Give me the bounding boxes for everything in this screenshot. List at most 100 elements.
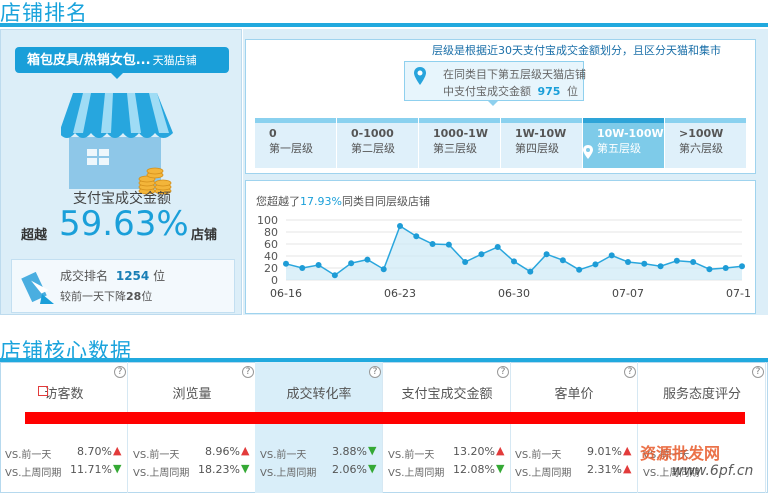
compare-value: 18.23%: [198, 463, 240, 476]
data-point[interactable]: [543, 251, 550, 258]
data-point[interactable]: [283, 260, 289, 267]
data-point[interactable]: [706, 266, 713, 273]
compare-label: VS.前一天: [388, 450, 435, 461]
core-column[interactable]: [255, 362, 383, 493]
compare-label: VS.上周同期: [388, 468, 445, 479]
tier-name: 第一层级: [269, 142, 313, 155]
data-point[interactable]: [478, 251, 485, 258]
data-point[interactable]: [576, 266, 583, 273]
data-point[interactable]: [722, 265, 729, 271]
help-icon[interactable]: ?: [242, 366, 254, 378]
data-point[interactable]: [445, 241, 452, 248]
tier-2[interactable]: 0-1000 第二层级: [337, 118, 418, 168]
tier-6[interactable]: >100W 第六层级: [665, 118, 746, 168]
watermark-text: 资源批发网: [640, 444, 721, 463]
data-point[interactable]: [592, 261, 599, 268]
y-tick-label: 80: [264, 226, 278, 239]
core-column[interactable]: [0, 362, 128, 493]
arrow-up-icon: ▲: [623, 462, 632, 475]
help-icon[interactable]: ?: [369, 366, 381, 378]
tier-callout: 在同类目下第五层级天猫店铺 中支付宝成交金额 975 位: [404, 61, 586, 101]
tier-note: 层级是根据近30天支付宝成交金额划分，且区分天猫和集市: [432, 44, 721, 57]
data-point[interactable]: [641, 260, 648, 267]
callout-line2: 中支付宝成交金额 975 位: [443, 85, 578, 98]
data-point[interactable]: [494, 244, 501, 250]
data-point[interactable]: [299, 265, 306, 271]
trade-rank-value: 1254: [115, 269, 150, 283]
callout-line1: 在同类目下第五层级天猫店铺: [443, 68, 586, 81]
core-column[interactable]: [638, 362, 766, 493]
y-tick-label: 60: [264, 238, 278, 251]
data-point[interactable]: [429, 241, 436, 247]
data-point[interactable]: [397, 223, 403, 229]
compare-value: 8.70%: [77, 445, 112, 458]
data-point[interactable]: [608, 252, 615, 259]
data-point[interactable]: [462, 259, 469, 265]
arrow-up-icon: ▲: [241, 444, 250, 457]
data-point[interactable]: [690, 259, 697, 265]
trade-rank-box: 成交排名 1254 位 较前一天下降28位: [11, 259, 235, 313]
compare-value: 8.96%: [205, 445, 240, 458]
help-icon[interactable]: ?: [497, 366, 509, 378]
data-point[interactable]: [331, 272, 338, 279]
arrow-down-icon: ▼: [496, 462, 505, 475]
category-tag[interactable]: 箱包皮具/热销女包... 天猫店铺: [15, 47, 229, 79]
arrow-down-icon: ▼: [241, 462, 250, 475]
compare-value: 12.08%: [453, 463, 495, 476]
core-column-title: 客单价: [554, 387, 594, 402]
core-column[interactable]: [383, 362, 511, 493]
trade-rank-change: 较前一天下降28位: [60, 290, 153, 303]
tier-name: 第六层级: [679, 142, 723, 155]
data-point[interactable]: [380, 266, 387, 273]
help-icon[interactable]: ?: [752, 366, 764, 378]
arrow-down-icon: ▼: [113, 462, 122, 475]
arrow-up-icon: ▲: [113, 444, 122, 457]
help-icon[interactable]: ?: [624, 366, 636, 378]
tier-1[interactable]: 0 第一层级: [255, 118, 336, 168]
tier-4[interactable]: 1W-10W 第四层级: [501, 118, 582, 168]
callout-pointer: [487, 100, 499, 106]
compare-label: VS.上周同期: [5, 468, 62, 479]
store-rank-title: 店铺排名: [0, 1, 88, 25]
help-icon[interactable]: ?: [114, 366, 126, 378]
tier-3[interactable]: 1000-1W 第三层级: [419, 118, 500, 168]
tier-name: 第二层级: [351, 142, 395, 155]
data-point[interactable]: [315, 262, 322, 268]
data-point[interactable]: [364, 256, 371, 263]
section-divider: [0, 23, 768, 27]
data-point[interactable]: [625, 259, 631, 265]
core-column[interactable]: [510, 362, 638, 493]
compare-label: VS.前一天: [5, 450, 52, 461]
category-scope: 天猫店铺: [152, 54, 197, 67]
tier-range: 1W-10W: [515, 127, 567, 140]
section-divider: [0, 358, 768, 362]
store-rank-card: 箱包皮具/热销女包... 天猫店铺 支付宝成交金额 超越 59.63: [0, 29, 242, 315]
compare-value: 13.20%: [453, 445, 495, 458]
core-column-title: 服务态度评分: [662, 387, 741, 402]
x-tick-label: 07-14: [726, 287, 750, 300]
data-point[interactable]: [348, 260, 355, 267]
store-icon: [61, 93, 173, 195]
data-point[interactable]: [739, 263, 745, 270]
tier-range: 0: [269, 127, 277, 140]
tier-5[interactable]: 10W-100W 第五层级: [583, 118, 664, 168]
core-column-title: 访客数: [44, 387, 84, 402]
compare-value: 2.31%: [587, 463, 622, 476]
compare-value: 11.71%: [70, 463, 112, 476]
core-column-title: 浏览量: [172, 387, 212, 402]
visitor-icon: [38, 386, 48, 396]
arrow-up-icon: ▲: [623, 444, 632, 457]
data-point[interactable]: [673, 257, 680, 264]
data-point[interactable]: [657, 263, 664, 270]
data-point[interactable]: [511, 258, 517, 265]
x-tick-label: 06-23: [384, 287, 416, 300]
data-point[interactable]: [413, 233, 420, 240]
data-point[interactable]: [527, 268, 534, 275]
payment-amount-label: 支付宝成交金额: [73, 191, 171, 207]
arrow-down-icon: ▼: [368, 444, 377, 457]
y-tick-label: 100: [257, 214, 278, 227]
data-point[interactable]: [559, 257, 566, 264]
core-column-title: 支付宝成交金额: [401, 387, 493, 402]
compare-label: VS.前一天: [515, 450, 562, 461]
